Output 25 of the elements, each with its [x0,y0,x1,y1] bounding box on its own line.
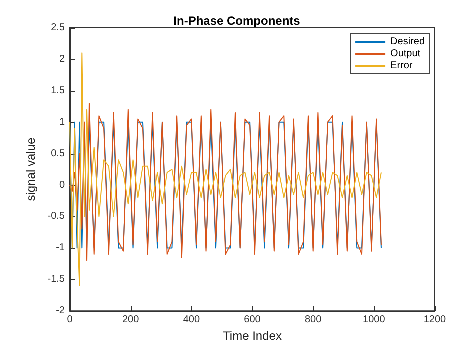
x-tick-label: 1200 [424,314,447,326]
y-tick-label: 1 [59,116,66,128]
x-axis-title: Time Index [223,329,282,343]
x-tick-label: 1000 [363,314,386,326]
line-series [70,102,382,262]
y-tick-label: 2 [59,54,66,65]
line-series [70,52,382,286]
x-tick-label: 600 [244,314,262,326]
y-tick-label: -0.5 [48,211,66,222]
y-axis-title: signal value [24,138,38,202]
y-tick-label: 0.5 [51,148,66,160]
legend-label: Output [390,48,421,60]
y-tick-label: 1.5 [51,85,66,96]
legend-label: Desired [390,36,426,48]
x-tick-label: 200 [122,314,140,326]
y-tick-label: -1.5 [48,274,66,286]
y-tick-label: -1 [56,242,66,254]
x-tick-label: 400 [183,314,200,326]
y-tick-label: 2.5 [51,22,66,34]
x-tick-label: 800 [304,314,322,326]
legend-label: Error [390,60,414,72]
chart-title: In-Phase Components [174,14,301,28]
y-tick-label: 0 [59,180,66,191]
x-tick-label: 0 [67,314,74,326]
y-tick-label: -2 [56,306,66,317]
